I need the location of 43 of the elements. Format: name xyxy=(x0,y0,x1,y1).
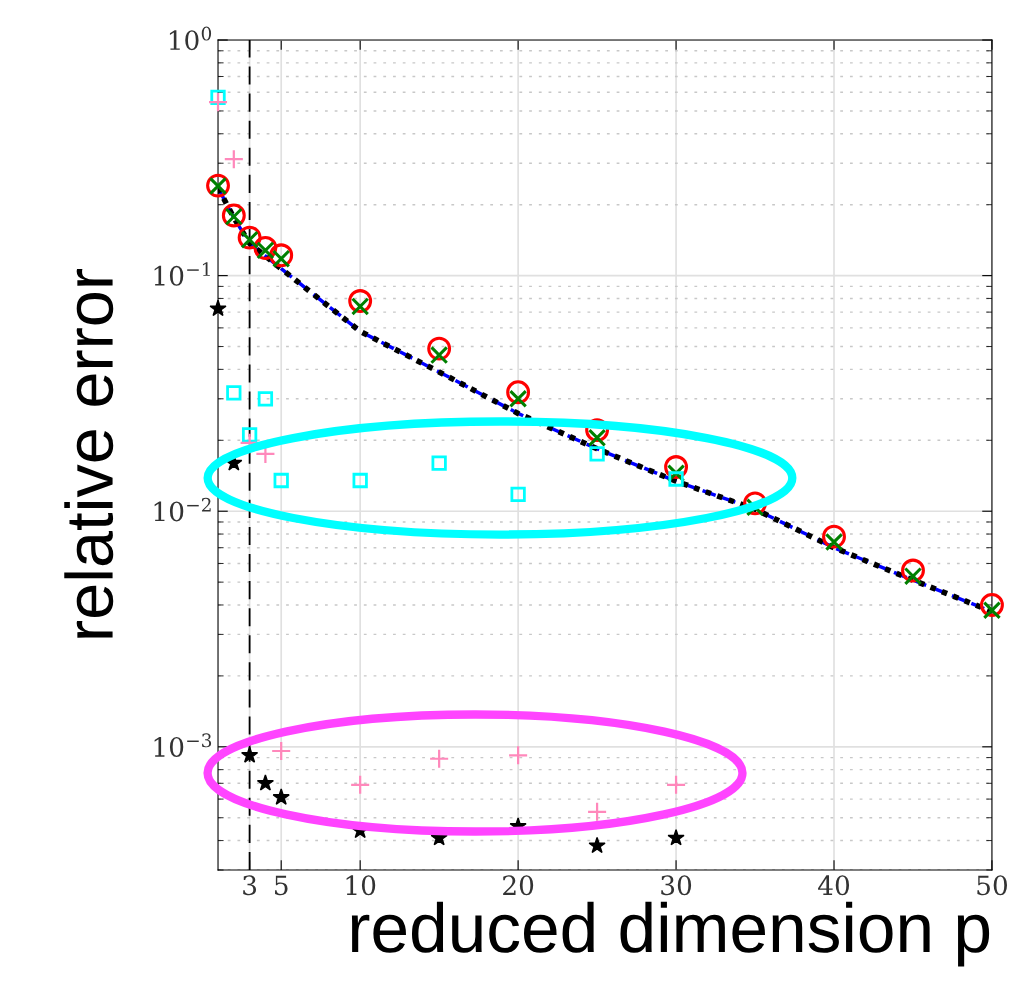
x-axis-title: reduced dimension p xyxy=(351,901,990,967)
point xyxy=(241,427,258,443)
point xyxy=(507,745,529,766)
point xyxy=(587,428,607,447)
point xyxy=(207,91,229,113)
y-tick-label: 10$^{−3}$ xyxy=(154,733,212,758)
x-tick-label: 20 xyxy=(503,875,534,896)
point xyxy=(588,836,606,854)
y-axis-title: relative error xyxy=(64,269,114,638)
point xyxy=(589,446,605,462)
x-tick-label: 10 xyxy=(346,875,376,896)
point xyxy=(240,746,259,763)
point xyxy=(982,601,1002,620)
x-tick-label: 50 xyxy=(977,875,1007,896)
point xyxy=(901,558,925,583)
point xyxy=(980,593,1004,617)
x-tick-label: 3 xyxy=(243,875,257,896)
x-tick-label: 5 xyxy=(275,875,288,896)
point xyxy=(226,385,242,401)
point xyxy=(273,472,289,489)
y-tick-label: 10$^{−2}$ xyxy=(154,497,211,522)
point xyxy=(256,774,275,791)
point xyxy=(257,391,274,407)
y-tick-label: 10$^{0}$ xyxy=(169,26,212,51)
point xyxy=(431,455,447,471)
point xyxy=(350,774,371,795)
point xyxy=(427,336,452,361)
point xyxy=(429,748,450,769)
point xyxy=(223,149,244,170)
point xyxy=(272,788,290,805)
point xyxy=(352,472,368,489)
x-tick-label: 30 xyxy=(661,875,692,896)
point xyxy=(348,289,373,313)
point xyxy=(209,299,227,317)
point xyxy=(665,774,687,795)
point xyxy=(506,380,531,405)
point xyxy=(271,740,292,762)
y-tick-label: 10$^{−1}$ xyxy=(154,262,210,286)
point xyxy=(667,829,685,846)
point xyxy=(510,486,526,502)
point xyxy=(668,471,684,487)
point xyxy=(586,801,608,822)
x-tick-label: 40 xyxy=(818,875,850,896)
